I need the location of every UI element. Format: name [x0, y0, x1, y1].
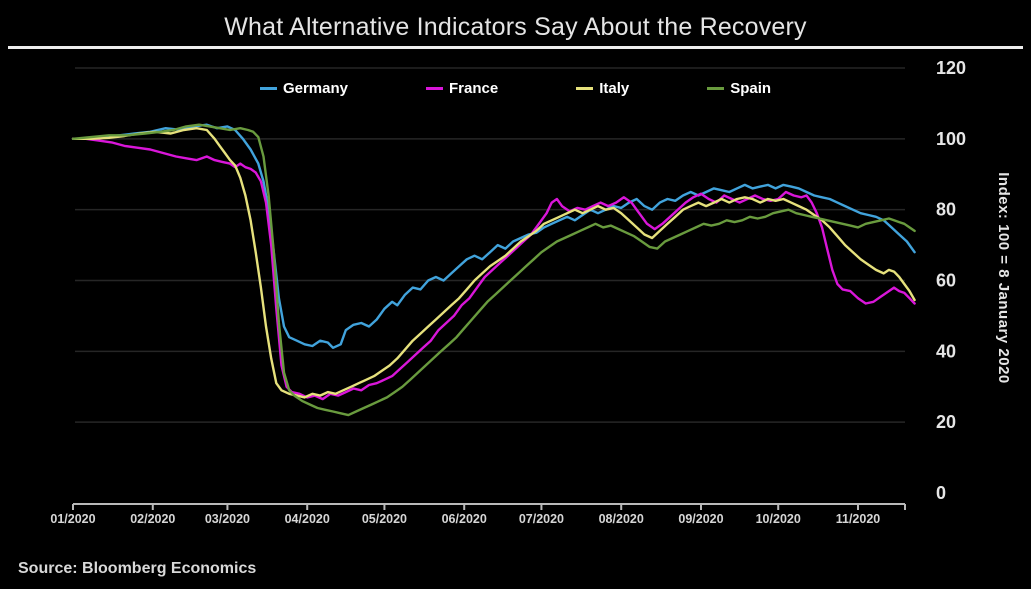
title-divider [8, 46, 1023, 49]
y-tick-label-60: 60 [936, 271, 956, 291]
legend-item-germany: Germany [259, 80, 348, 97]
france-line-swatch [425, 87, 443, 90]
series-line-spain [71, 123, 916, 417]
source-credit: Source: Bloomberg Economics [18, 560, 257, 577]
series-layer [71, 123, 916, 417]
germany-line-swatch [259, 87, 277, 90]
x-tick-label-02/2020: 02/2020 [130, 512, 175, 526]
x-tick-label-03/2020: 03/2020 [205, 512, 250, 526]
y-tick-label-120: 120 [936, 58, 966, 78]
chart-title: What Alternative Indicators Say About th… [224, 13, 807, 41]
legend-label-france: France [448, 80, 499, 97]
x-tick-label-08/2020: 08/2020 [599, 512, 644, 526]
x-tick-label-05/2020: 05/2020 [362, 512, 407, 526]
x-tick-label-11/2020: 11/2020 [836, 512, 881, 526]
x-tick-label-07/2020: 07/2020 [519, 512, 564, 526]
legend-item-spain: Spain [707, 80, 771, 97]
x-tick-label-06/2020: 06/2020 [442, 512, 487, 526]
x-tick-label-10/2020: 10/2020 [756, 512, 801, 526]
chart-legend: Germany France Italy Spain [0, 80, 1031, 97]
grid-layer [75, 67, 905, 423]
x-tick-label-04/2020: 04/2020 [285, 512, 330, 526]
x-tick-label-09/2020: 09/2020 [678, 512, 723, 526]
legend-label-germany: Germany [282, 80, 348, 97]
y-tick-label-100: 100 [936, 129, 966, 149]
legend-item-italy: Italy [576, 80, 629, 97]
y-tick-label-40: 40 [936, 341, 956, 361]
legend-label-spain: Spain [730, 80, 772, 97]
y-axis-title: Index: 100 = 8 January 2020 [995, 172, 1012, 384]
spain-line-swatch [707, 87, 725, 90]
y-tick-label-80: 80 [936, 200, 956, 220]
italy-line-swatch [576, 87, 594, 90]
series-line-italy [71, 126, 916, 399]
legend-label-italy: Italy [599, 80, 630, 97]
legend-item-france: France [425, 80, 499, 97]
series-line-france [71, 137, 916, 401]
axis-layer: 0 20 40 60 80 100 120 01/2020 02/2020 03/2020 04/2… [50, 58, 966, 526]
x-tick-label-01/2020: 01/2020 [50, 512, 95, 526]
y-tick-label-20: 20 [936, 412, 956, 432]
y-tick-label-0: 0 [936, 483, 946, 503]
